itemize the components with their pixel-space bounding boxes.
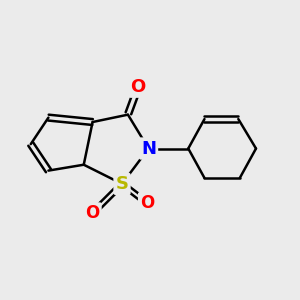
Text: S: S xyxy=(116,175,128,193)
Text: O: O xyxy=(130,78,146,96)
Text: N: N xyxy=(141,140,156,158)
Text: O: O xyxy=(140,194,154,212)
Text: O: O xyxy=(85,204,100,222)
